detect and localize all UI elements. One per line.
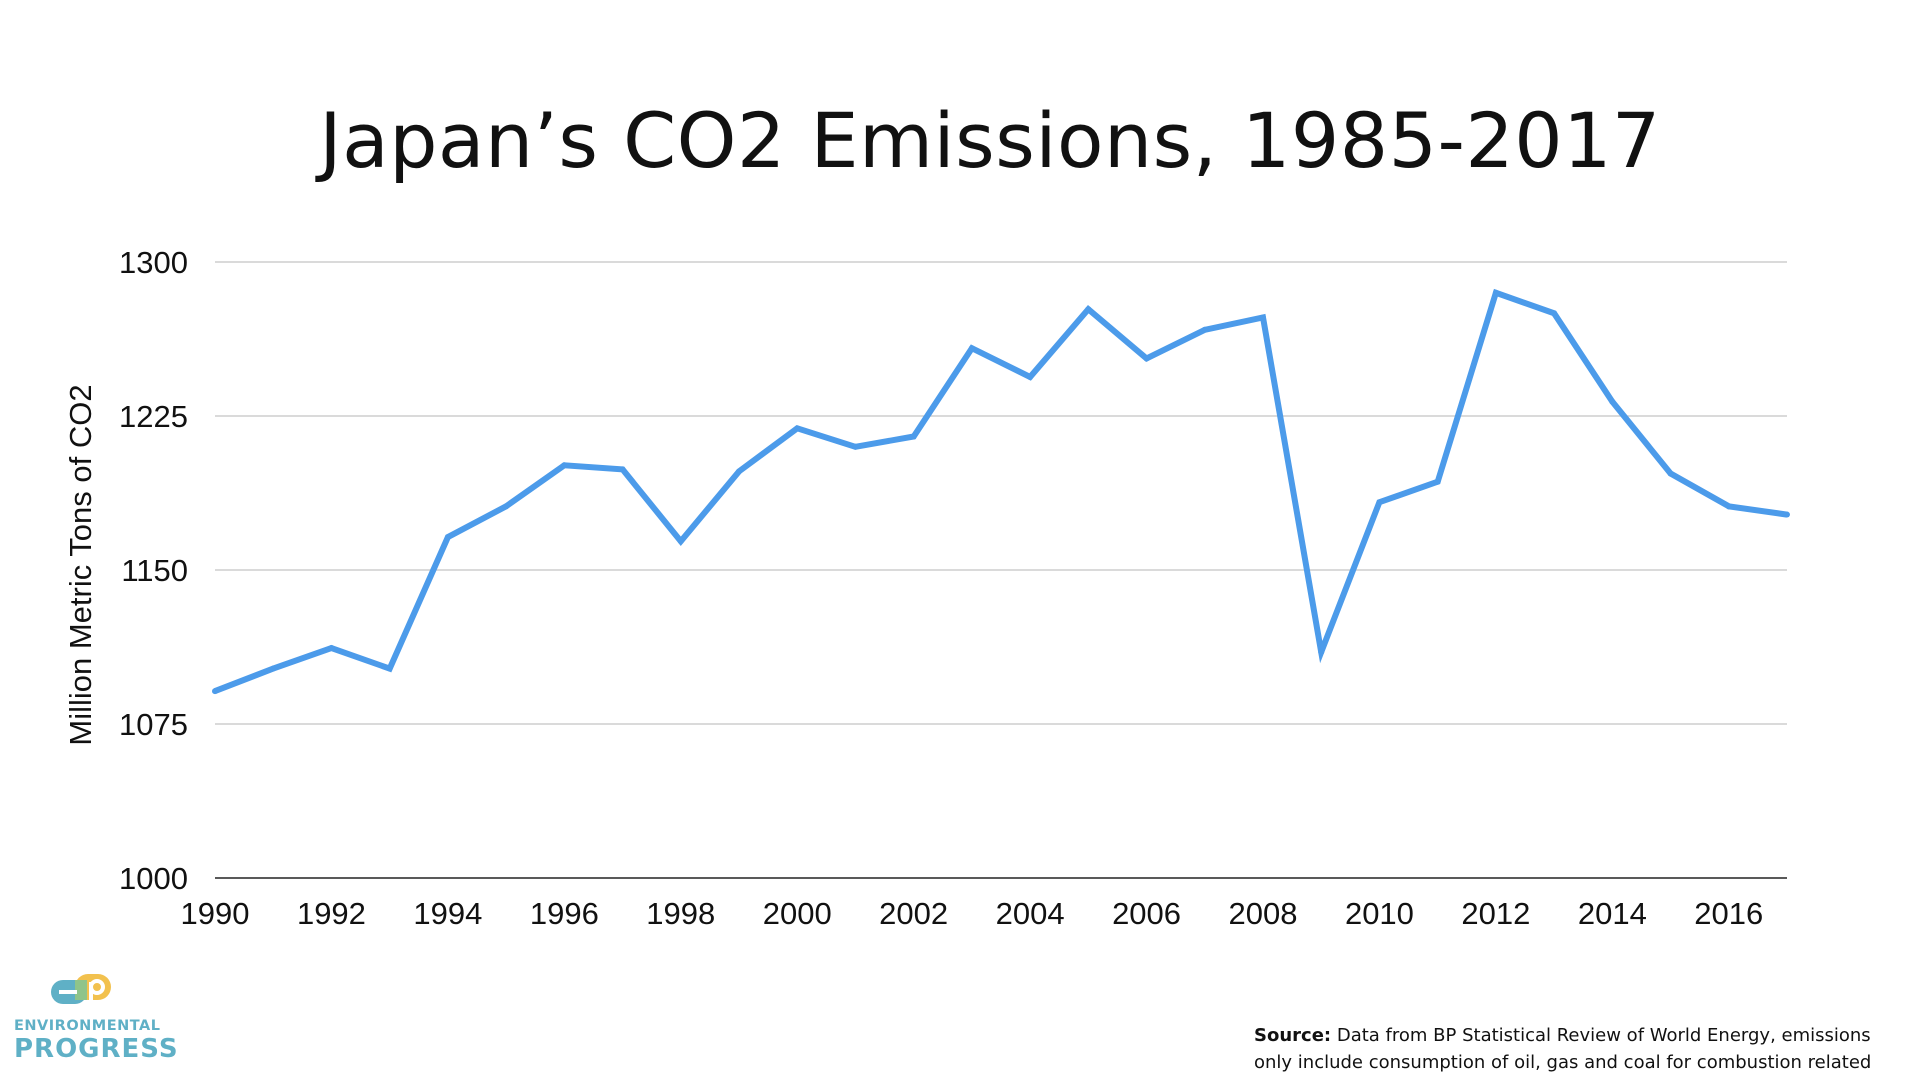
y-tick-label: 1000 [119, 861, 188, 896]
data-point [968, 345, 975, 352]
data-point [1260, 314, 1266, 321]
y-tick-label: 1225 [119, 399, 188, 434]
series-layer [212, 288, 1790, 695]
x-tick-label: 1990 [181, 896, 250, 931]
x-tick-label: 2002 [879, 896, 948, 931]
x-tick-label: 1994 [413, 896, 482, 931]
x-tick-label: 1996 [530, 896, 599, 931]
source-label: Source: [1254, 1025, 1332, 1046]
data-point [1551, 310, 1558, 317]
data-point [1725, 503, 1732, 510]
data-point [852, 443, 859, 450]
x-tick-label: 2008 [1229, 896, 1298, 931]
y-tick-label: 1075 [119, 707, 188, 742]
x-tick-label: 2014 [1578, 896, 1647, 931]
data-point [561, 462, 568, 469]
data-point [1434, 478, 1441, 485]
data-point [1027, 373, 1034, 380]
x-tick-label: 2016 [1694, 896, 1763, 931]
data-point [1492, 289, 1499, 296]
logo-wordmark-line1: ENVIRONMENTAL [14, 1018, 161, 1034]
data-point [1667, 470, 1674, 477]
data-point [270, 665, 277, 672]
x-tick-label: 2000 [763, 896, 832, 931]
source-note: Source: Data from BP Statistical Review … [1254, 1022, 1904, 1080]
data-point [677, 538, 684, 545]
x-axis-ticks: 1990 1992 1994 1996 1998 2000 2002 2004 2006 2008… [181, 896, 1764, 931]
data-point [1143, 355, 1150, 362]
y-axis-title: Million Metric Tons of CO2 [63, 384, 98, 745]
source-text: Data from BP Statistical Review of World… [1254, 1025, 1872, 1080]
data-point [1085, 306, 1092, 313]
ep-logo-icon [51, 974, 111, 1006]
data-point [212, 688, 218, 695]
data-point [910, 433, 917, 440]
data-point [328, 645, 335, 652]
environmental-progress-logo: ENVIRONMENTAL PROGRESS [14, 972, 178, 1072]
data-point [794, 425, 801, 432]
data-point [1609, 398, 1616, 405]
data-point [619, 466, 626, 473]
x-tick-label: 1992 [297, 896, 366, 931]
gridlines [215, 261, 1787, 879]
logo-wordmark-line2: PROGRESS [14, 1034, 179, 1064]
data-point [503, 503, 510, 510]
x-tick-label: 1998 [646, 896, 715, 931]
data-point [386, 665, 393, 672]
chart-title: Japan’s CO2 Emissions, 1985-2017 [319, 96, 1661, 185]
y-tick-label: 1150 [121, 553, 188, 588]
y-axis-ticks: 1000 1075 1150 1225 1300 [119, 245, 188, 896]
y-tick-label: 1300 [119, 245, 188, 280]
data-point [1784, 511, 1790, 518]
x-tick-label: 2004 [996, 896, 1065, 931]
data-point [444, 534, 451, 541]
x-tick-label: 2010 [1345, 896, 1414, 931]
data-point [1376, 499, 1383, 506]
x-tick-label: 2006 [1112, 896, 1181, 931]
data-point [736, 468, 742, 475]
data-point [1318, 649, 1325, 656]
data-point [1201, 326, 1208, 333]
series-line [213, 288, 1788, 694]
x-tick-label: 2012 [1461, 896, 1530, 931]
